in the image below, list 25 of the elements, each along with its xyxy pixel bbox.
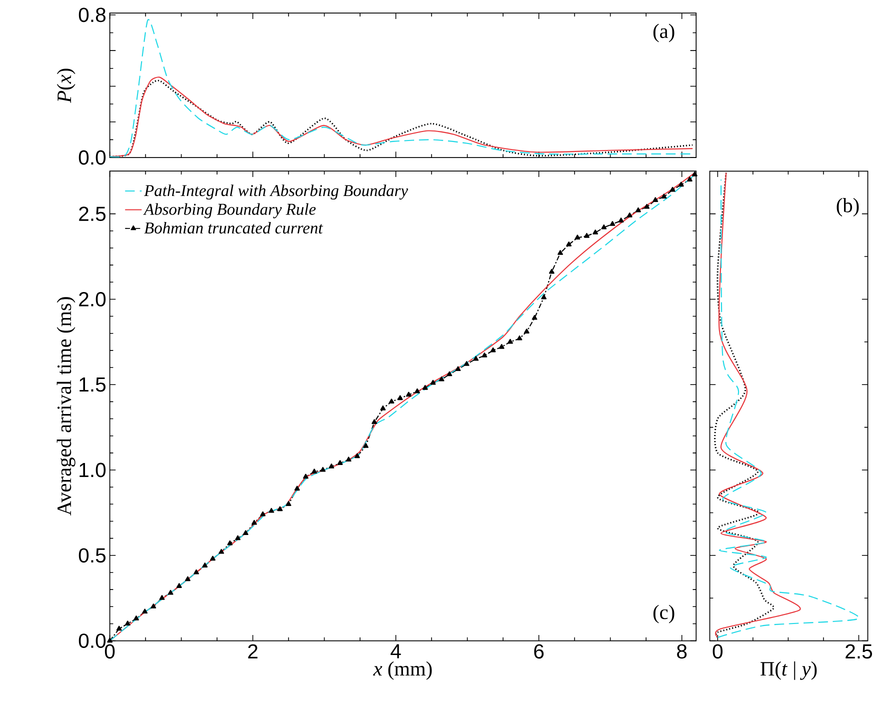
legend-label: Bohmian truncated current — [144, 222, 324, 234]
annotation: (a) — [653, 24, 674, 42]
x-tick-label: 8 — [677, 644, 687, 659]
legend-label: Absorbing Boundary Rule — [143, 203, 316, 218]
annotation: (b) — [836, 198, 859, 216]
y-tick-label: 2.5 — [79, 206, 106, 222]
y-tick-label: 0.8 — [78, 8, 106, 22]
y-tick-label: 0.5 — [78, 548, 106, 563]
legend-label: Path-Integral with Absorbing Boundary — [144, 184, 408, 200]
y-tick-label: 1.0 — [80, 462, 106, 478]
y-tick-label: 1.5 — [80, 378, 106, 392]
x-tick-label: 2 — [248, 644, 258, 658]
y-axis-title: Averaged arrival time (ms) — [56, 297, 76, 516]
x-tick-label: 6 — [534, 644, 544, 659]
x-axis-title: Π(t | y) — [760, 661, 817, 680]
y-tick-label: 0.0 — [78, 634, 106, 648]
annotation: (c) — [653, 604, 674, 624]
y-tick-label: 2.0 — [79, 292, 106, 306]
y-axis-title: P(x) — [56, 68, 76, 103]
x-axis-title: x (mm) — [373, 661, 432, 680]
x-tick-label: 4 — [390, 644, 401, 658]
y-tick-label: 0.0 — [78, 150, 106, 165]
x-tick-label: 0 — [712, 644, 723, 659]
x-tick-label: 2.5 — [846, 644, 872, 659]
x-tick-label: 0 — [104, 644, 115, 659]
